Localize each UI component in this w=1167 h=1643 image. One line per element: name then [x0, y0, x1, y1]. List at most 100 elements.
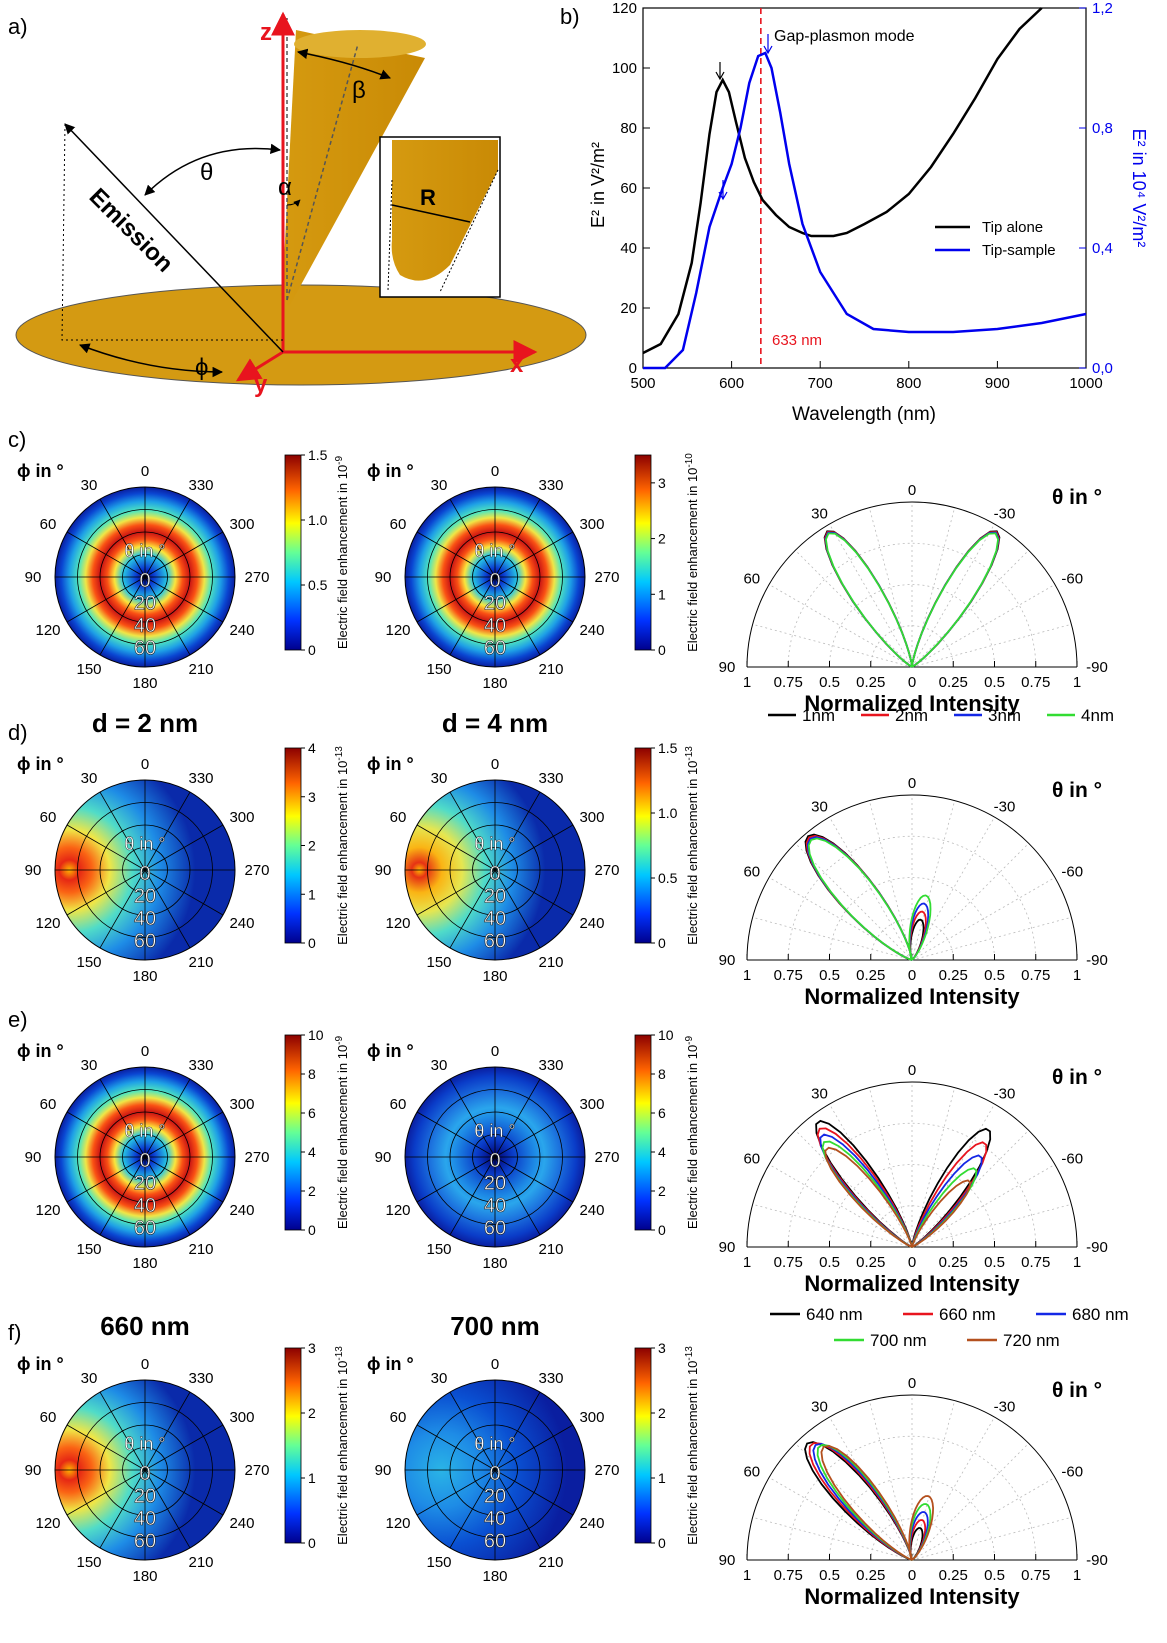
colorbar-tick-label: 3 — [658, 475, 666, 491]
polar-plot-title: θ in ° — [1052, 486, 1102, 509]
phi-grid-line — [416, 1111, 496, 1158]
phi-tick-label: 240 — [579, 1202, 604, 1219]
phi-tick-label: 210 — [188, 954, 213, 971]
phi-tick-label: 240 — [579, 915, 604, 932]
angle-tick-label: 0 — [908, 482, 916, 499]
polar-plot-xlabel: Normalized Intensity — [804, 984, 1020, 1009]
series-tip-alone — [642, 7, 1043, 355]
colorbar-tick-label: 0 — [308, 935, 316, 951]
polar-curve — [908, 894, 932, 961]
radial-tick-label: 0.5 — [984, 1567, 1005, 1584]
radial-grid-arc — [746, 794, 1078, 961]
angle-tick-label: -60 — [1061, 864, 1083, 881]
phi-tick-label: 300 — [579, 1096, 604, 1113]
phi-tick-label: 300 — [229, 1409, 254, 1426]
colorbar-tick-label: 2 — [658, 1405, 666, 1421]
y-axis-label: y — [254, 371, 268, 398]
legend-tip-alone: Tip alone — [982, 219, 1043, 236]
phi-tick-label: 270 — [594, 569, 619, 586]
radial-tick-label: 0 — [908, 1254, 916, 1271]
panel-label-b: b) — [560, 4, 580, 29]
angle-tick-label: 0 — [908, 1062, 916, 1079]
alpha-symbol: α — [278, 174, 292, 201]
colorbar-tick-label: 3 — [308, 789, 316, 805]
phi-tick-label: 0 — [491, 1043, 499, 1060]
phi-tick-label: 330 — [188, 770, 213, 787]
radial-grid-arc — [870, 625, 954, 668]
theta-tick-label: 60 — [484, 1531, 506, 1553]
phi-grid-line — [144, 1111, 224, 1158]
angle-tick-label: 0 — [908, 775, 916, 792]
phi-grid-line — [416, 1424, 496, 1471]
phi-tick-label: 270 — [594, 862, 619, 879]
radial-grid-arc — [829, 1477, 995, 1561]
phi-grid-line — [449, 1078, 496, 1158]
phi-grid-line — [99, 791, 146, 871]
row-c: c)03060901201501802102402703003300204060… — [8, 427, 1108, 716]
colorbar — [284, 1347, 302, 1544]
phi-grid-line — [144, 531, 224, 578]
theta-tick-label: 20 — [484, 1486, 506, 1508]
legend-label: 4nm — [1081, 706, 1114, 725]
theta-tick-label: 40 — [134, 908, 156, 930]
phi-grid-line — [144, 498, 191, 578]
x-axis-title: Wavelength (nm) — [792, 404, 936, 425]
angle-tick-label: 30 — [811, 506, 828, 523]
colorbar-tick-label: 1 — [658, 586, 666, 602]
theta-axis-label: θ in ° — [474, 541, 515, 561]
phi-tick-label: 0 — [491, 463, 499, 480]
radial-tick-label: 1 — [743, 674, 751, 691]
emission-label: Emission — [84, 183, 179, 278]
radial-tick-label: 0.5 — [819, 1567, 840, 1584]
angle-tick-label: 0 — [908, 1375, 916, 1392]
radial-grid-arc — [870, 918, 954, 961]
spectrum-title: Gap-plasmon mode — [774, 28, 915, 45]
tip-top — [294, 30, 426, 58]
colorbar-tick-label: 4 — [308, 1144, 316, 1160]
colorbar — [284, 1034, 302, 1231]
polar-plot-xlabel: Normalized Intensity — [804, 1584, 1020, 1609]
colorbar-tick-label: 8 — [658, 1066, 666, 1082]
angle-tick-label: 60 — [743, 864, 760, 881]
polar-curve — [824, 532, 913, 668]
radial-grid-arc — [870, 1518, 954, 1561]
row-f: f)03060901201501802102402703003300204060… — [8, 1320, 1108, 1609]
phi-tick-label: 30 — [81, 1370, 98, 1387]
theta-axis-label: θ in ° — [124, 1121, 165, 1141]
phi-grid-line — [66, 1111, 146, 1158]
colorbar-tick-label: 0 — [308, 1222, 316, 1238]
row-e: e)03060901201501802102402703003300204060… — [8, 1007, 1108, 1296]
angle-grid-line — [911, 550, 1029, 668]
legend-gap: 1nm 2nm 3nm 4nm — [768, 706, 1114, 725]
angle-tick-label: 90 — [719, 1552, 736, 1569]
phi-tick-label: 300 — [579, 1409, 604, 1426]
theta-axis-label: θ in ° — [474, 1121, 515, 1141]
phi-grid-line — [144, 1156, 191, 1236]
phi-grid-line — [416, 531, 496, 578]
radial-grid-arc — [870, 1205, 954, 1248]
phi-tick-label: 120 — [385, 1515, 410, 1532]
phi-grid-line — [494, 1156, 541, 1236]
spectrum-legend: Tip alone Tip-sample — [935, 219, 1056, 259]
phi-grid-line — [449, 1156, 496, 1236]
phi-tick-label: 240 — [579, 622, 604, 639]
colorbar-title: Electric field enhancement in 10-9 — [334, 455, 350, 649]
annotation-633nm: 633 nm — [772, 332, 822, 349]
y2-tick-label: 0,8 — [1092, 120, 1113, 137]
phi-grid-line — [416, 1469, 496, 1516]
phi-tick-label: 60 — [390, 809, 407, 826]
phi-grid-line — [144, 576, 224, 623]
angle-tick-label: 90 — [719, 659, 736, 676]
theta-tick-label: 20 — [134, 593, 156, 615]
angle-tick-label: -90 — [1086, 659, 1108, 676]
polar-curve — [911, 531, 1000, 668]
radial-tick-label: 0.25 — [939, 1254, 968, 1271]
y-tick-label: 80 — [620, 120, 637, 137]
phi-tick-label: 270 — [244, 569, 269, 586]
angle-tick-label: -90 — [1086, 1552, 1108, 1569]
spectrum-axes: 500 600 700 800 900 1000 0 20 40 60 80 100 120 0,0 0,4… — [612, 0, 1113, 392]
phi-grid-line — [494, 576, 574, 623]
phi-grid-line — [494, 791, 541, 871]
phi-tick-label: 150 — [76, 954, 101, 971]
